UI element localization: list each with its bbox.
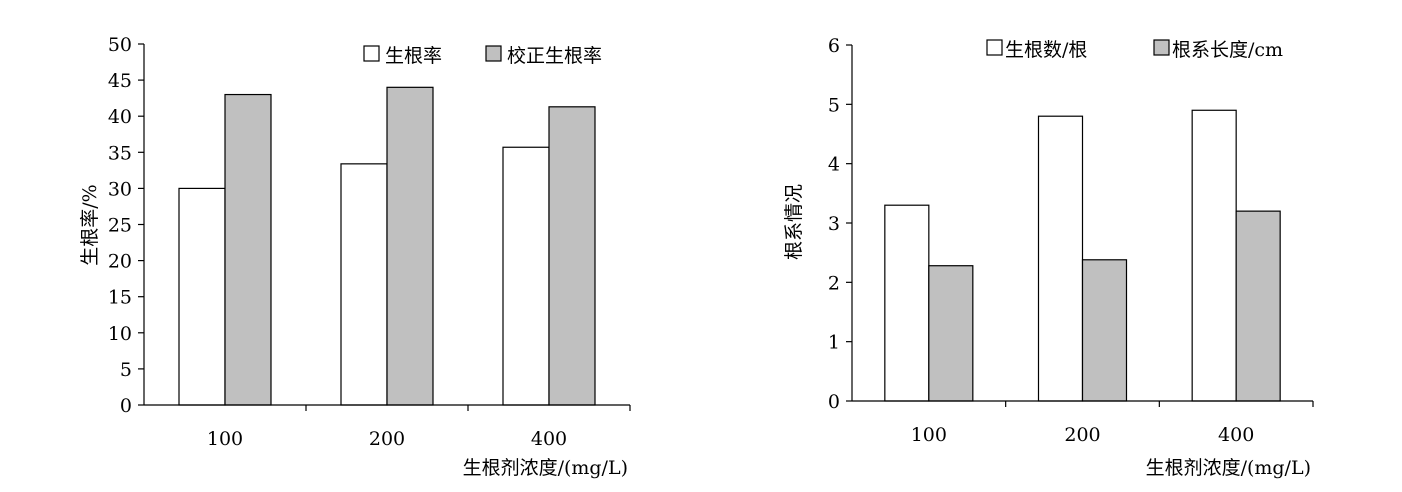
chart-1-legend-label-2: 校正生根率	[507, 45, 602, 67]
chart-2-bar-s1-100	[884, 204, 930, 402]
chart-2-y-tick-label: 0	[828, 391, 840, 413]
chart-1-y-tick-label: 5	[120, 359, 132, 381]
chart-1-x-axis-label: 生根剂浓度/(mg/L)	[463, 457, 628, 479]
chart-1-y-tick-label: 50	[108, 34, 132, 56]
chart-2-y-tick-label: 2	[828, 272, 840, 294]
chart-2-legend-swatch-2	[1153, 39, 1170, 56]
chart-1-plot: 0 5 10 15 20 25 30 35 40 45 50 100 200 400	[108, 34, 631, 450]
chart-1-y-tick-label: 30	[108, 178, 132, 200]
chart-1-bar-s2-400	[548, 106, 596, 406]
chart-1-y-tick-label: 25	[108, 215, 132, 237]
chart-1-bar-s1-400	[502, 146, 550, 406]
chart-1-y-axis-label: 生根率/%	[79, 184, 101, 265]
chart-1-y-tick-label: 40	[108, 106, 132, 128]
chart-2-bar-s2-100	[928, 265, 974, 402]
chart-2-bar-s2-400	[1235, 210, 1281, 402]
chart-1: 生根剂浓度/(mg/L) 生根率/% 生根率 校正生根率	[79, 45, 628, 479]
chart-2-legend-label-2: 根系长度/cm	[1172, 39, 1283, 61]
chart-2-legend-swatch-1	[986, 39, 1003, 56]
chart-2-y-axis-label: 根系情况	[783, 184, 805, 260]
chart-2-x-tick-label: 200	[1064, 424, 1100, 446]
chart-1-x-tick-label: 200	[369, 428, 405, 450]
chart-2-x-tick-label: 400	[1218, 424, 1254, 446]
chart-2-plot: 0 1 2 3 4 5 6 100 200 400	[828, 35, 1314, 446]
chart-2-bar-s1-400	[1191, 109, 1237, 402]
chart-2-bar-s1-200	[1037, 115, 1084, 402]
chart-2-x-tick-label: 100	[911, 424, 947, 446]
chart-2-y-tick-label: 6	[828, 35, 840, 57]
chart-1-y-tick-label: 45	[108, 70, 132, 92]
chart-1-legend-swatch-1	[363, 45, 380, 62]
chart-1-y-tick-label: 10	[108, 323, 132, 345]
chart-2: 生根剂浓度/(mg/L) 根系情况 生根数/根 根系长度/cm	[783, 39, 1311, 479]
chart-1-legend-label-1: 生根率	[385, 45, 442, 67]
chart-1-bar-s1-200	[340, 163, 388, 406]
chart-1-bar-s2-200	[386, 86, 434, 406]
chart-1-y-tick-label: 35	[108, 142, 132, 164]
chart-1-y-tick-label: 0	[120, 395, 132, 417]
chart-1-x-tick-label: 400	[531, 428, 567, 450]
chart-1-bar-s2-100	[224, 93, 272, 406]
chart-2-legend-label-1: 生根数/根	[1005, 39, 1087, 61]
chart-2-y-tick-label: 5	[828, 94, 840, 116]
chart-2-x-axis-label: 生根剂浓度/(mg/L)	[1146, 457, 1311, 479]
chart-1-legend-swatch-2	[485, 45, 502, 62]
chart-2-bar-s2-200	[1081, 259, 1128, 402]
chart-2-y-tick-label: 4	[828, 154, 840, 176]
chart-1-bar-s1-100	[178, 187, 226, 406]
chart-2-y-tick-label: 1	[828, 332, 840, 354]
chart-1-y-tick-label: 15	[108, 287, 132, 309]
chart-2-y-tick-label: 3	[828, 213, 840, 235]
chart-1-y-tick-label: 20	[108, 251, 132, 273]
chart-1-x-tick-label: 100	[207, 428, 243, 450]
